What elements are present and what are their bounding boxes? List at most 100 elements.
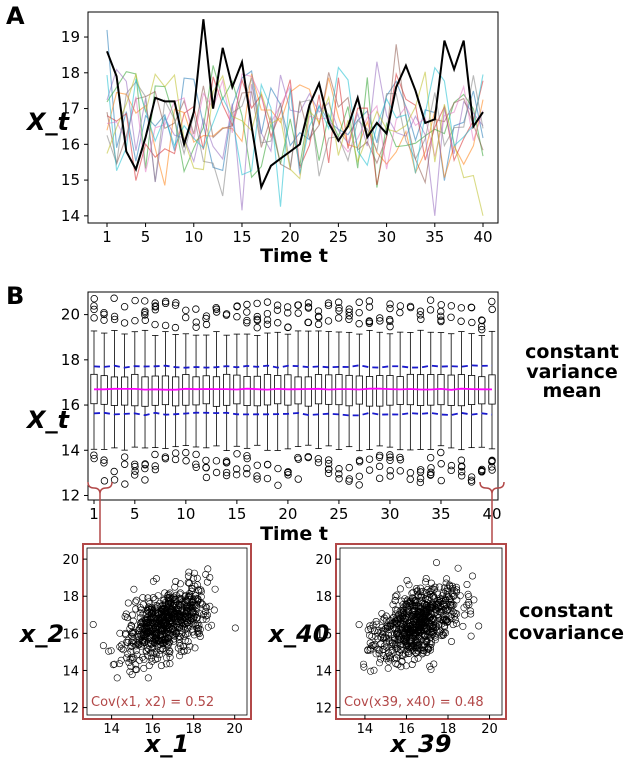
scatter-point: [135, 638, 143, 646]
scatter-point: [409, 608, 417, 616]
outlier-point: [263, 460, 272, 469]
outlier-point: [202, 312, 211, 320]
scatter-point: [392, 660, 400, 668]
scatter-point: [375, 646, 383, 654]
box-plot: [171, 299, 180, 464]
box-series-group: [90, 294, 496, 490]
scatter-point: [408, 660, 416, 668]
scatter-point: [151, 626, 159, 634]
scatter-point: [414, 644, 422, 652]
box-plot: [202, 312, 211, 482]
outlier-point: [212, 308, 221, 316]
y-tick-label: 20: [315, 553, 332, 568]
outlier-point: [304, 304, 313, 312]
scatter-point: [403, 597, 411, 605]
outlier-point: [110, 476, 119, 484]
scatter-point: [151, 655, 159, 663]
y-tick-label: 18: [315, 590, 332, 605]
scatter-point: [203, 578, 211, 586]
outlier-point: [212, 457, 221, 465]
scatter-point: [149, 594, 157, 602]
box-plot: [334, 298, 343, 483]
panel-b-y-axis-title: X_t: [25, 406, 71, 434]
outlier-point: [488, 466, 496, 474]
x-tick-label: 20: [278, 505, 297, 523]
scatter-point: [138, 606, 146, 614]
scatter-point: [446, 581, 454, 589]
scatter-point: [131, 628, 139, 636]
scatter-point: [195, 586, 203, 594]
scatter-point: [441, 629, 449, 637]
y-tick-label: 14: [315, 664, 332, 679]
scatter-point: [174, 644, 182, 652]
inset-right-outer-frame: [335, 543, 507, 720]
scatter-point: [132, 665, 140, 673]
outlier-point: [386, 322, 394, 331]
scatter-point: [195, 625, 203, 633]
scatter-point: [459, 622, 467, 630]
panel-b-y-ticks: 12 14 16 18 20: [61, 306, 88, 504]
box-plot: [141, 297, 149, 484]
scatter-point: [394, 635, 402, 643]
scatter-point: [132, 605, 140, 613]
scatter-point: [445, 595, 453, 603]
outlier-point: [243, 308, 251, 316]
outlier-point: [437, 317, 445, 326]
scatter-point: [468, 572, 476, 580]
outlier-point: [212, 305, 221, 313]
scatter-point: [128, 642, 136, 650]
scatter-point: [401, 628, 409, 636]
outlier-point: [447, 461, 456, 470]
scatter-point: [127, 621, 135, 629]
scatter-point: [372, 632, 380, 640]
scatter-point: [418, 596, 426, 604]
scatter-point: [157, 618, 165, 626]
box-plot: [416, 307, 425, 487]
scatter-point: [439, 631, 447, 639]
y-tick-label: 16: [61, 135, 80, 153]
scatter-point: [117, 656, 125, 664]
scatter-point: [395, 631, 403, 639]
scatter-point: [429, 624, 437, 632]
scatter-point: [166, 618, 174, 626]
scatter-point: [136, 609, 144, 617]
scatter-point: [355, 621, 363, 629]
scatter-point: [447, 637, 455, 645]
box-plot: [314, 307, 323, 467]
outlier-point: [375, 474, 384, 483]
bracket-left: [87, 481, 113, 545]
x-tick-label: 20: [281, 228, 300, 246]
box-plot: [222, 310, 231, 480]
cov-legend-covariance: covariance: [508, 622, 624, 644]
scatter-point: [425, 619, 433, 627]
outlier-point: [90, 294, 98, 303]
y-tick-label: 14: [61, 441, 80, 459]
scatter-point: [191, 644, 199, 652]
outlier-point: [151, 450, 159, 459]
scatter-point: [406, 629, 414, 637]
outlier-point: [314, 458, 323, 467]
scatter-point: [434, 600, 442, 608]
outlier-point: [467, 473, 476, 481]
scatter-point: [398, 608, 406, 616]
outlier-point: [427, 464, 435, 472]
scatter-point: [425, 630, 433, 638]
scatter-point: [164, 599, 172, 607]
scatter-point: [194, 627, 202, 635]
scatter-point: [194, 629, 202, 637]
outlier-point: [376, 314, 384, 322]
outlier-point: [324, 469, 333, 477]
x-tick-label: 14: [357, 722, 374, 737]
outlier-point: [121, 480, 129, 488]
outlier-point: [335, 465, 343, 473]
outlier-point: [284, 471, 292, 479]
scatter-point: [135, 640, 143, 648]
x-tick-label: 18: [440, 722, 457, 737]
scatter-point: [149, 631, 157, 639]
outlier-point: [243, 454, 251, 463]
outlier-point: [457, 317, 465, 325]
scatter-point: [427, 610, 435, 618]
x-tick-label: 15: [232, 228, 251, 246]
